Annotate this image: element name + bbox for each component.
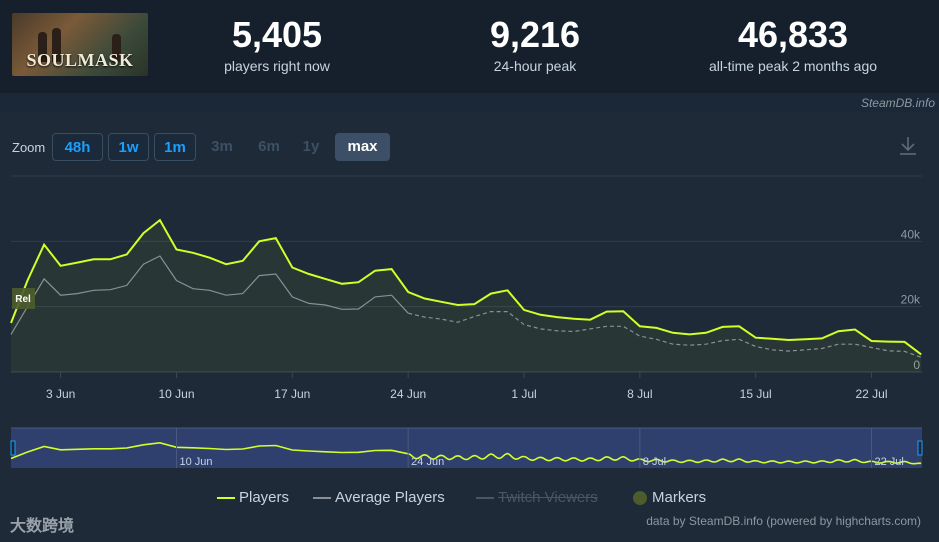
x-tick-label: 24 Jun bbox=[390, 387, 426, 401]
players-area bbox=[11, 220, 922, 372]
navigator-tick-label: 22 Jul bbox=[875, 456, 904, 468]
players-line bbox=[10, 218, 922, 356]
logo-figure bbox=[112, 34, 121, 62]
stat-label: all-time peak 2 months ago bbox=[708, 58, 878, 74]
watermark-logo: 大数跨境 bbox=[10, 518, 75, 535]
legend-players[interactable]: Players bbox=[217, 489, 289, 506]
release-marker-label: Rel bbox=[15, 294, 31, 305]
legend-average-label: Average Players bbox=[335, 489, 445, 506]
game-logo[interactable]: SOULMASK bbox=[12, 13, 148, 76]
logo-figure bbox=[38, 32, 47, 62]
y-tick-label: 20k bbox=[901, 293, 921, 307]
stat-value: 5,405 bbox=[231, 14, 323, 55]
legend-players-swatch bbox=[217, 497, 235, 500]
average-players-line-dashed bbox=[408, 311, 922, 358]
legend-average-players[interactable]: Average Players bbox=[313, 489, 445, 506]
navigator-tick-label: 10 Jun bbox=[179, 456, 212, 468]
legend-twitch-viewers[interactable]: Twitch Viewers bbox=[476, 489, 598, 506]
x-tick-label: 1 Jul bbox=[511, 387, 536, 401]
zoom-48h-button[interactable]: 48h bbox=[52, 133, 103, 161]
x-tick-label: 3 Jun bbox=[46, 387, 75, 401]
navigator-right-handle bbox=[917, 440, 923, 456]
zoom-3m-button[interactable]: 3m bbox=[211, 138, 233, 155]
release-marker bbox=[12, 288, 35, 309]
y-tick-label: 40k bbox=[901, 227, 921, 241]
zoom-1y-button[interactable]: 1y bbox=[302, 138, 320, 155]
legend-markers-swatch bbox=[633, 491, 647, 506]
zoom-max-button[interactable]: max bbox=[335, 133, 390, 161]
stat-value: 46,833 bbox=[737, 14, 849, 55]
legend-players-label: Players bbox=[239, 489, 290, 506]
legend-twitch-label: Twitch Viewers bbox=[498, 489, 598, 506]
legend-markers-label: Markers bbox=[652, 489, 707, 506]
navigator-tick-label: 8 Jul bbox=[643, 456, 666, 468]
navigator-tick-label: 24 Jun bbox=[411, 456, 444, 468]
x-tick-label: 10 Jun bbox=[158, 387, 194, 401]
legend-markers[interactable]: Markers bbox=[633, 489, 706, 506]
x-tick-label: 22 Jul bbox=[856, 387, 888, 401]
zoom-1m-button[interactable]: 1m bbox=[154, 133, 196, 161]
stat-label: players right now bbox=[224, 58, 330, 74]
x-tick-label: 8 Jul bbox=[627, 387, 652, 401]
x-tick-label: 17 Jun bbox=[274, 387, 310, 401]
stat-24h-peak: 9,216 24-hour peak bbox=[415, 14, 655, 74]
stat-label: 24-hour peak bbox=[493, 58, 577, 74]
average-players-line bbox=[10, 255, 409, 335]
chart-panel bbox=[0, 112, 939, 542]
legend-average-swatch bbox=[313, 497, 331, 500]
zoom-6m-button[interactable]: 6m bbox=[258, 138, 280, 155]
navigator-left-handle bbox=[10, 440, 16, 456]
stat-current-players: 5,405 players right now bbox=[157, 14, 397, 74]
game-logo-text: SOULMASK bbox=[26, 50, 134, 70]
zoom-1w-button[interactable]: 1w bbox=[108, 133, 149, 161]
logo-figure bbox=[52, 28, 61, 62]
highcharts-credit[interactable]: data by SteamDB.info (powered by highcha… bbox=[646, 514, 921, 528]
stat-value: 9,216 bbox=[489, 14, 581, 55]
stat-all-time-peak: 46,833 all-time peak 2 months ago bbox=[673, 14, 913, 74]
stats-header: SOULMASK 5,405 players right now 9,216 2… bbox=[0, 0, 939, 93]
zoom-label: Zoom bbox=[12, 140, 46, 155]
legend-twitch-swatch bbox=[476, 497, 494, 500]
steamdb-credit[interactable]: SteamDB.info bbox=[860, 96, 935, 110]
x-tick-label: 15 Jul bbox=[740, 387, 772, 401]
y-tick-label: 0 bbox=[913, 358, 920, 372]
download-icon[interactable] bbox=[897, 135, 919, 157]
